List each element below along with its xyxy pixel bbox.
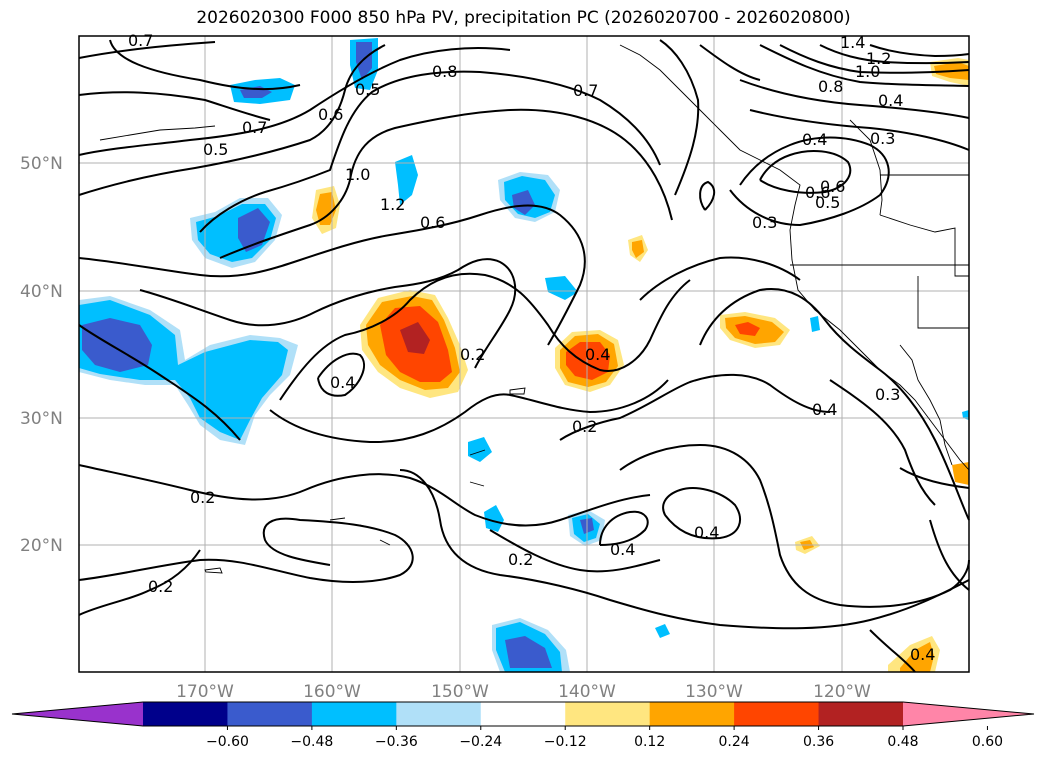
colorbar-outline bbox=[11, 701, 1035, 727]
colorbar-segment bbox=[480, 702, 566, 726]
lat-label: 20°N bbox=[20, 536, 63, 556]
contour-label: 0.7 bbox=[242, 118, 267, 137]
colorbar-tick-label: 0.60 bbox=[972, 734, 1003, 750]
lon-label: 130°W bbox=[685, 682, 743, 702]
lon-label: 140°W bbox=[558, 682, 616, 702]
contour-label: 0.4 bbox=[610, 540, 635, 559]
contour-label: 0.6 bbox=[820, 177, 845, 196]
contour-label: 0.5 bbox=[815, 193, 840, 212]
colorbar-tick-label: −0.24 bbox=[459, 734, 502, 750]
contour-label: 0.8 bbox=[432, 62, 457, 81]
colorbar-segment bbox=[565, 702, 651, 726]
contour-label: 0.6 bbox=[805, 183, 830, 202]
contour-label: 0.2 bbox=[148, 577, 173, 596]
lat-label: 50°N bbox=[20, 154, 63, 174]
contour-label: 0.6 bbox=[318, 105, 343, 124]
coastlines bbox=[99, 44, 970, 574]
contour-label: 1.2 bbox=[866, 49, 891, 68]
contour-label: 0.8 bbox=[818, 77, 843, 96]
colorbar-segment bbox=[143, 702, 228, 726]
contour-label: 0.6 bbox=[420, 213, 445, 232]
lon-label: 150°W bbox=[431, 682, 489, 702]
contour-label: 0.3 bbox=[875, 385, 900, 404]
colorbar-tick-label: 0.24 bbox=[719, 734, 750, 750]
contour-label: 0.2 bbox=[460, 345, 485, 364]
colorbar-segment bbox=[227, 702, 313, 726]
colorbar-tick-label: −0.12 bbox=[544, 734, 587, 750]
contour-label: 1.4 bbox=[840, 33, 865, 52]
contour-label: 0.3 bbox=[752, 213, 777, 232]
colorbar-segment bbox=[396, 702, 482, 726]
colorbar-tick-label: 0.12 bbox=[634, 734, 665, 750]
lon-label: 170°W bbox=[176, 682, 234, 702]
contour-label: 0.4 bbox=[910, 645, 935, 664]
colorbar-extend-max bbox=[903, 702, 1034, 726]
colorbar-segment bbox=[649, 702, 735, 726]
colorbar-tick-labels: −0.60 −0.48 −0.36 −0.24 −0.12 0.12 0.24 0.36 0.4… bbox=[206, 726, 1003, 750]
pv-contours bbox=[78, 39, 970, 673]
map-title: 2026020300 F000 850 hPa PV, precipitatio… bbox=[196, 8, 851, 28]
contour-label: 0.4 bbox=[585, 345, 610, 364]
latitude-labels: 50°N 40°N 30°N 20°N bbox=[20, 154, 63, 556]
map-frame bbox=[78, 35, 970, 673]
contour-label: 1.0 bbox=[345, 165, 370, 184]
contour-label: 0.4 bbox=[694, 523, 719, 542]
contour-label: 0.4 bbox=[812, 400, 837, 419]
contour-label: 0.5 bbox=[355, 80, 380, 99]
lat-label: 40°N bbox=[20, 282, 63, 302]
colorbar-tick-label: −0.48 bbox=[290, 734, 333, 750]
lon-label: 120°W bbox=[813, 682, 871, 702]
colorbar-segment bbox=[311, 702, 397, 726]
contour-label: 0.4 bbox=[878, 91, 903, 110]
contour-label: 0.2 bbox=[572, 417, 597, 436]
colorbar-tick-label: −0.36 bbox=[375, 734, 418, 750]
colorbar-tick-label: 0.36 bbox=[803, 734, 834, 750]
contour-label: 0.3 bbox=[870, 129, 895, 148]
contour-label: 0.7 bbox=[573, 81, 598, 100]
contour-label: 0.2 bbox=[190, 488, 215, 507]
contour-labels: 0.7 0.5 0.6 0.7 0.5 0.8 0.7 1.0 1.2 0.6 … bbox=[128, 31, 935, 664]
contour-label: 0.5 bbox=[203, 140, 228, 159]
contour-label: 0.4 bbox=[802, 130, 827, 149]
contour-label: 1.2 bbox=[380, 195, 405, 214]
colorbar-tick-label: 0.48 bbox=[887, 734, 918, 750]
graticule bbox=[79, 36, 969, 672]
precipitation-shading bbox=[79, 38, 969, 672]
contour-label: 0.2 bbox=[508, 550, 533, 569]
lat-label: 30°N bbox=[20, 409, 63, 429]
lon-label: 160°W bbox=[303, 682, 361, 702]
colorbar-extend-min bbox=[12, 702, 143, 726]
longitude-labels: 170°W 160°W 150°W 140°W 130°W 120°W bbox=[176, 682, 871, 702]
colorbar bbox=[11, 701, 1035, 727]
contour-label: 1.0 bbox=[855, 62, 880, 81]
colorbar-segment bbox=[818, 702, 904, 726]
colorbar-tick-label: −0.60 bbox=[206, 734, 249, 750]
colorbar-segment bbox=[734, 702, 820, 726]
contour-label: 0.7 bbox=[128, 31, 153, 50]
contour-label: 0.4 bbox=[330, 373, 355, 392]
